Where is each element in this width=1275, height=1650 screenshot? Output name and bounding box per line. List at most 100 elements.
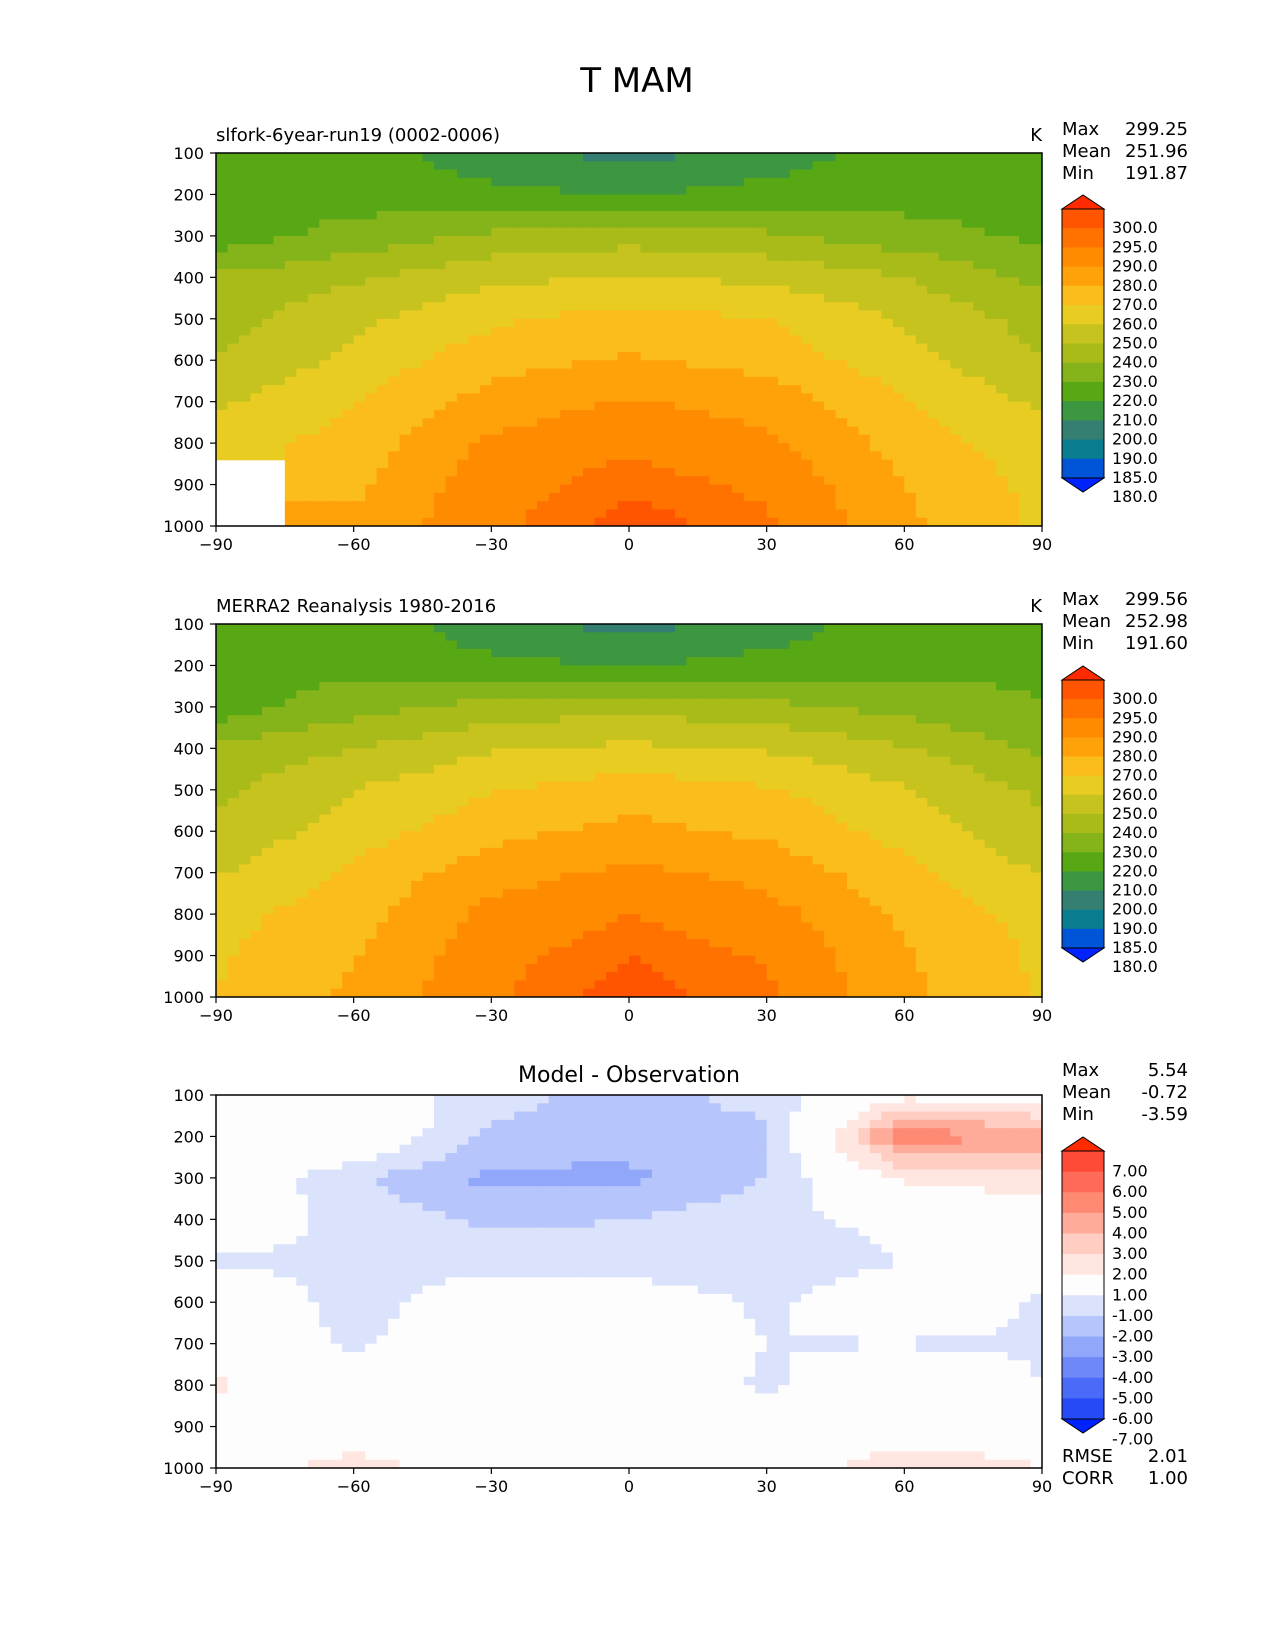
contour-cell xyxy=(950,773,963,783)
contour-cell xyxy=(640,202,653,212)
contour-cell xyxy=(961,277,974,287)
contour-cell xyxy=(560,798,573,807)
contour-cell xyxy=(686,252,699,262)
contour-cell xyxy=(273,715,286,725)
contour-cell xyxy=(697,624,710,633)
contour-cell xyxy=(881,194,894,204)
contour-cell xyxy=(479,211,492,220)
contour-cell xyxy=(319,509,332,519)
contour-cell xyxy=(824,443,837,452)
contour-cell xyxy=(984,393,997,403)
contour-cell xyxy=(858,690,871,700)
contour-cell xyxy=(869,517,882,526)
contour-cell xyxy=(651,640,665,650)
contour-cell xyxy=(525,648,538,658)
contour-cell xyxy=(835,302,848,312)
contour-cell xyxy=(353,368,366,378)
contour-cell xyxy=(606,501,619,511)
contour-cell xyxy=(617,211,630,220)
contour-cell xyxy=(640,451,653,461)
contour-cell xyxy=(445,302,458,312)
contour-cell xyxy=(732,756,745,766)
contour-cell xyxy=(342,814,355,824)
contour-cell xyxy=(1030,690,1042,700)
contour-cell xyxy=(330,806,343,816)
contour-cell xyxy=(583,657,596,667)
contour-cell xyxy=(973,343,986,353)
contour-cell xyxy=(801,484,814,494)
contour-cell xyxy=(307,401,320,411)
contour-cell xyxy=(1019,211,1032,220)
contour-cell xyxy=(892,426,905,436)
contour-cell xyxy=(468,368,481,378)
contour-cell xyxy=(904,484,917,494)
contour-cell xyxy=(468,161,481,171)
contour-cell xyxy=(789,393,802,403)
contour-cell xyxy=(950,632,963,642)
contour-cell xyxy=(422,285,435,295)
contour-cell xyxy=(858,335,871,345)
contour-cell xyxy=(606,806,619,816)
contour-cell xyxy=(330,244,343,254)
contour-cell xyxy=(411,756,424,766)
contour-cell xyxy=(571,476,584,486)
contour-cell xyxy=(296,235,309,245)
contour-cell xyxy=(353,351,366,361)
contour-cell xyxy=(456,327,469,336)
contour-cell xyxy=(583,640,596,650)
contour-cell xyxy=(399,177,412,187)
contour-cell xyxy=(984,773,997,783)
contour-cell xyxy=(801,302,814,312)
contour-cell xyxy=(720,814,733,824)
contour-cell xyxy=(755,260,768,270)
contour-cell xyxy=(881,227,894,237)
contour-cell xyxy=(892,665,905,675)
contour-cell xyxy=(411,806,424,816)
contour-cell xyxy=(789,186,802,196)
contour-cell xyxy=(594,632,607,642)
contour-cell xyxy=(973,682,986,691)
contour-cell xyxy=(399,376,412,386)
contour-cell xyxy=(560,459,573,469)
contour-cell xyxy=(514,484,527,494)
contour-cell xyxy=(824,706,837,716)
contour-cell xyxy=(915,509,928,519)
contour-cell xyxy=(1007,740,1020,749)
contour-cell xyxy=(709,798,722,807)
contour-cell xyxy=(996,351,1009,361)
contour-cell xyxy=(514,260,527,270)
contour-cell xyxy=(261,293,274,303)
contour-cell xyxy=(720,310,733,320)
contour-cell xyxy=(433,698,447,708)
contour-cell xyxy=(445,748,458,758)
colorbar-band xyxy=(1062,324,1104,344)
contour-cell xyxy=(284,327,297,336)
contour-cell xyxy=(812,409,825,419)
contour-cell xyxy=(468,673,481,683)
contour-cell xyxy=(388,748,401,758)
contour-cell xyxy=(892,740,905,749)
contour-cell xyxy=(216,385,229,394)
contour-cell xyxy=(606,418,619,428)
contour-cell xyxy=(525,376,538,386)
contour-cell xyxy=(502,310,515,320)
contour-cell xyxy=(330,814,343,824)
contour-cell xyxy=(961,492,974,502)
contour-cell xyxy=(846,648,860,658)
contour-cell xyxy=(778,731,791,741)
contour-cell xyxy=(674,211,687,220)
contour-cell xyxy=(456,285,469,295)
colorbar-band xyxy=(1062,420,1104,441)
contour-cell xyxy=(996,376,1009,386)
contour-cell xyxy=(789,706,802,716)
contour-cell xyxy=(984,690,997,700)
contour-cell xyxy=(961,451,974,461)
contour-cell xyxy=(560,764,573,774)
contour-cell xyxy=(950,657,963,667)
contour-cell xyxy=(548,715,561,725)
contour-cell xyxy=(996,665,1009,675)
contour-cell xyxy=(353,451,366,461)
contour-cell xyxy=(502,335,515,345)
contour-cell xyxy=(238,698,252,708)
contour-cell xyxy=(399,385,412,394)
